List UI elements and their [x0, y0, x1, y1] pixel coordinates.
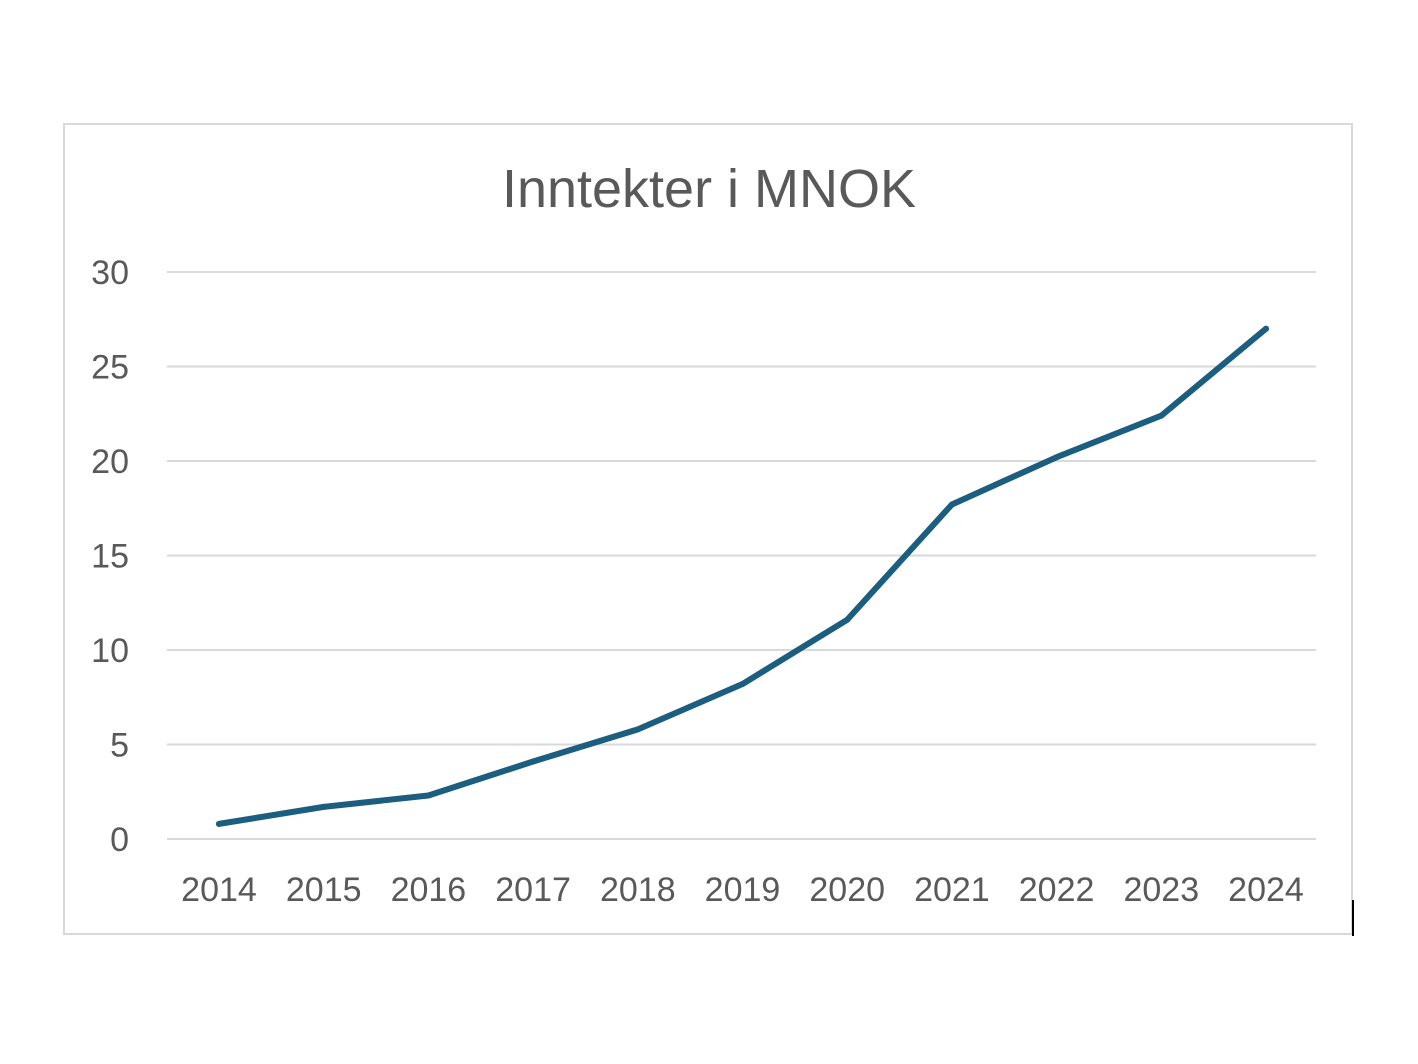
x-tick-label: 2023	[1123, 871, 1199, 909]
x-tick-label: 2015	[286, 871, 362, 909]
data-point	[216, 820, 222, 827]
y-tick-label: 20	[91, 443, 129, 481]
text-cursor	[1352, 900, 1354, 936]
x-tick-label: 2020	[809, 871, 885, 909]
data-point	[739, 681, 746, 688]
data-point	[1053, 454, 1060, 461]
y-axis-ticks: 0 5 10 15 20 25 30	[91, 254, 129, 859]
x-axis-ticks: 2014 2015 2016 2017 2018 2019 2020 2021 2022 2023…	[181, 871, 1304, 909]
y-tick-label: 15	[91, 538, 129, 576]
data-point	[320, 803, 327, 810]
chart-title: Inntekter i MNOK	[502, 159, 916, 219]
y-tick-label: 5	[110, 727, 129, 765]
data-point	[425, 792, 432, 799]
gridlines	[167, 271, 1316, 840]
series-layer	[216, 325, 1269, 827]
data-point	[948, 501, 955, 508]
data-point	[1158, 412, 1165, 419]
x-tick-label: 2017	[495, 871, 571, 909]
chart-area	[63, 123, 1353, 935]
data-point	[634, 726, 641, 733]
x-tick-label: 2021	[914, 871, 990, 909]
series-line	[216, 325, 1269, 827]
data-point	[1263, 325, 1269, 332]
y-tick-label: 30	[91, 254, 129, 292]
x-tick-label: 2019	[705, 871, 781, 909]
x-tick-label: 2022	[1019, 871, 1095, 909]
x-tick-label: 2016	[391, 871, 467, 909]
y-tick-label: 25	[91, 349, 129, 387]
x-tick-label: 2024	[1228, 871, 1304, 909]
x-tick-label: 2014	[181, 871, 257, 909]
x-tick-label: 2018	[600, 871, 676, 909]
y-tick-label: 0	[110, 821, 129, 859]
y-tick-label: 10	[91, 632, 129, 670]
data-point	[530, 758, 537, 765]
data-point	[844, 616, 851, 623]
